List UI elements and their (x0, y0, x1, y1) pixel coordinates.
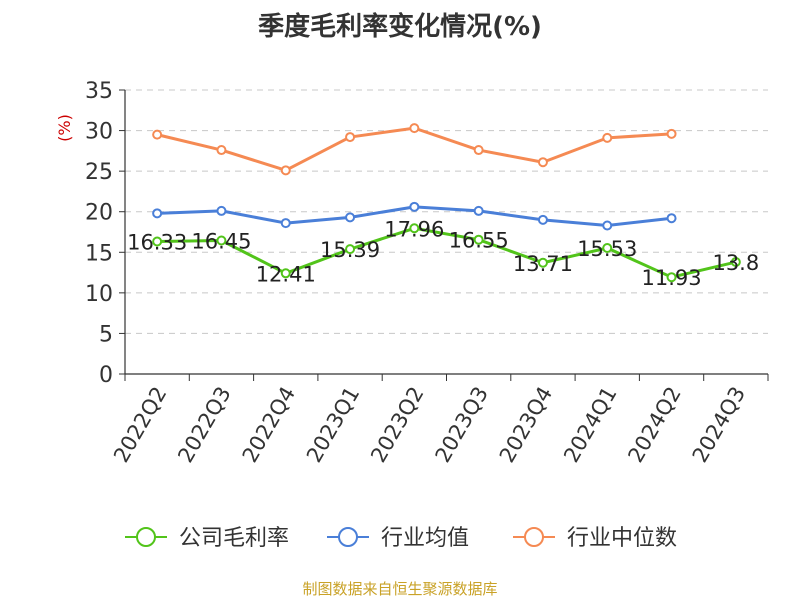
legend-marker (524, 527, 544, 547)
x-tick-label: 2024Q3 (688, 383, 750, 467)
x-tick-label: 2022Q2 (109, 383, 171, 467)
data-point-0 (345, 244, 356, 255)
data-point-2 (666, 128, 677, 139)
data-point-2 (152, 129, 163, 140)
data-point-1 (602, 220, 613, 231)
series-line-2 (156, 126, 672, 172)
data-point-2 (537, 157, 548, 168)
source-note: 制图数据来自恒生聚源数据库 (302, 580, 498, 598)
data-label: 16.55 (449, 229, 509, 253)
data-point-0 (409, 223, 420, 234)
data-point-0 (473, 234, 484, 245)
legend-label: 公司毛利率 (179, 526, 289, 551)
data-label: 17.96 (384, 217, 444, 241)
data-point-1 (409, 201, 420, 212)
data-label: 13.8 (712, 251, 759, 275)
legend-marker (136, 527, 156, 547)
x-tick-label: 2024Q1 (559, 383, 621, 467)
data-point-1 (345, 212, 356, 223)
data-point-1 (666, 213, 677, 224)
x-tick-label: 2023Q3 (431, 383, 493, 467)
y-tick-label: 30 (85, 120, 113, 145)
data-point-1 (216, 205, 227, 216)
data-point-2 (345, 132, 356, 143)
legend-label: 行业均值 (381, 526, 469, 551)
data-point-0 (152, 236, 163, 247)
x-tick-label: 2022Q4 (238, 383, 300, 467)
legend-label: 行业中位数 (567, 526, 677, 551)
data-point-0 (602, 242, 613, 253)
data-label: 13.71 (513, 252, 573, 276)
data-point-2 (216, 145, 227, 156)
data-point-2 (602, 132, 613, 143)
y-tick-label: 10 (85, 282, 113, 307)
x-tick-label: 2023Q4 (495, 383, 557, 467)
x-tick-label: 2022Q3 (173, 383, 235, 467)
data-point-2 (409, 123, 420, 134)
data-label: 16.33 (127, 230, 187, 254)
x-tick-label: 2024Q2 (623, 383, 685, 467)
data-point-2 (473, 145, 484, 156)
series-line-0 (157, 226, 737, 279)
data-label: 16.45 (191, 230, 251, 254)
data-label: 15.53 (577, 237, 637, 261)
y-tick-label: 20 (85, 201, 113, 226)
y-tick-label: 0 (99, 363, 113, 388)
data-point-1 (280, 218, 291, 229)
y-tick-label: 5 (99, 322, 113, 347)
y-tick-label: 35 (85, 79, 113, 104)
x-tick-label: 2023Q1 (302, 383, 364, 467)
data-point-0 (537, 257, 548, 268)
data-label: 12.41 (256, 262, 316, 286)
x-tick-label: 2023Q2 (366, 383, 428, 467)
data-point-0 (216, 235, 227, 246)
data-point-0 (730, 257, 741, 268)
data-label: 15.39 (320, 238, 380, 262)
chart-title: 季度毛利率变化情况(%) (258, 12, 542, 42)
y-tick-label: 15 (85, 241, 113, 266)
legend-marker (338, 527, 358, 547)
data-point-2 (280, 165, 291, 176)
data-label: 11.93 (641, 266, 701, 290)
data-point-1 (152, 208, 163, 219)
data-point-1 (473, 205, 484, 216)
data-point-0 (666, 272, 677, 283)
data-point-0 (280, 268, 291, 279)
y-tick-label: 25 (85, 160, 113, 185)
data-point-1 (537, 214, 548, 225)
y-axis-label: (%) (55, 114, 74, 142)
